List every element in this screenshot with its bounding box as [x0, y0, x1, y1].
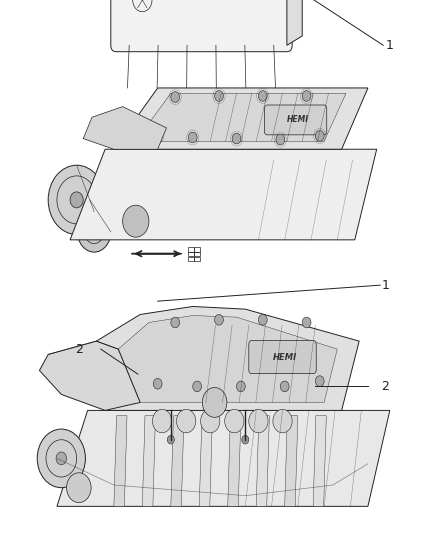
Circle shape [70, 192, 83, 208]
Polygon shape [199, 416, 212, 506]
FancyBboxPatch shape [111, 0, 292, 52]
Circle shape [225, 409, 244, 433]
Bar [188, 252, 194, 256]
FancyBboxPatch shape [249, 341, 316, 374]
Text: HEMI: HEMI [272, 353, 297, 361]
Polygon shape [39, 341, 140, 410]
Polygon shape [70, 149, 377, 240]
Circle shape [302, 91, 311, 101]
Circle shape [201, 409, 220, 433]
Circle shape [280, 381, 289, 392]
Polygon shape [57, 410, 390, 506]
Circle shape [258, 314, 267, 325]
Circle shape [167, 435, 174, 444]
Polygon shape [256, 416, 269, 506]
Circle shape [202, 387, 227, 417]
Circle shape [56, 452, 67, 465]
FancyBboxPatch shape [265, 105, 327, 135]
Circle shape [273, 409, 292, 433]
Text: 2: 2 [381, 380, 389, 393]
Circle shape [153, 378, 162, 389]
Circle shape [171, 317, 180, 328]
Circle shape [152, 409, 172, 433]
Bar [194, 252, 200, 256]
Text: 1: 1 [386, 39, 394, 52]
Polygon shape [114, 88, 368, 149]
Circle shape [171, 92, 180, 102]
Text: HEMI: HEMI [287, 116, 309, 124]
Polygon shape [118, 316, 337, 402]
Text: 2: 2 [75, 343, 83, 356]
Bar [194, 257, 200, 261]
Circle shape [78, 212, 111, 252]
Circle shape [188, 132, 197, 143]
Circle shape [215, 91, 223, 101]
Circle shape [258, 91, 267, 101]
Circle shape [315, 131, 324, 141]
Text: 1: 1 [381, 279, 389, 292]
Polygon shape [136, 93, 346, 141]
Circle shape [232, 133, 241, 144]
Polygon shape [83, 107, 166, 149]
Circle shape [237, 381, 245, 392]
Circle shape [37, 429, 85, 488]
Polygon shape [171, 416, 184, 506]
Polygon shape [114, 416, 127, 506]
Circle shape [177, 409, 196, 433]
Polygon shape [142, 416, 155, 506]
Circle shape [48, 165, 105, 235]
Polygon shape [96, 306, 359, 410]
Circle shape [123, 205, 149, 237]
Bar [188, 257, 194, 261]
Circle shape [276, 134, 285, 145]
Polygon shape [228, 416, 241, 506]
Circle shape [67, 473, 91, 503]
Circle shape [153, 131, 162, 141]
Circle shape [249, 409, 268, 433]
Circle shape [315, 376, 324, 386]
Circle shape [193, 381, 201, 392]
Polygon shape [285, 416, 298, 506]
Bar [188, 247, 194, 252]
Circle shape [242, 435, 249, 444]
Polygon shape [313, 416, 326, 506]
Polygon shape [287, 0, 302, 45]
Circle shape [302, 317, 311, 328]
Bar [194, 247, 200, 252]
Circle shape [215, 314, 223, 325]
